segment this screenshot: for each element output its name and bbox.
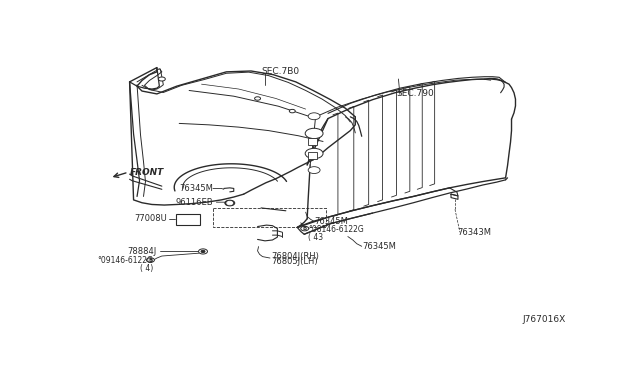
Circle shape: [301, 226, 308, 231]
Circle shape: [225, 200, 235, 206]
Text: ( 4): ( 4): [140, 264, 154, 273]
Text: SEC.790: SEC.790: [396, 89, 434, 99]
Text: 76345M: 76345M: [179, 184, 213, 193]
Circle shape: [158, 77, 165, 81]
Text: 76345M: 76345M: [314, 217, 348, 226]
Circle shape: [308, 167, 320, 173]
Text: °09146-6122G: °09146-6122G: [97, 256, 154, 265]
Text: B: B: [303, 226, 307, 231]
Text: ( 43: ( 43: [308, 232, 323, 242]
Circle shape: [201, 250, 205, 253]
Circle shape: [305, 128, 323, 139]
Bar: [308, 138, 317, 145]
Circle shape: [147, 258, 154, 262]
Bar: [176, 215, 200, 225]
Text: °08146-6122G: °08146-6122G: [308, 225, 364, 234]
Bar: [308, 152, 317, 159]
Text: 76804J(RH): 76804J(RH): [271, 251, 319, 260]
Text: 76343M: 76343M: [457, 228, 491, 237]
Text: 76805J(LH): 76805J(LH): [271, 257, 317, 266]
Circle shape: [308, 113, 320, 120]
Text: B: B: [148, 257, 152, 263]
Text: SEC.7B0: SEC.7B0: [261, 67, 299, 76]
Text: FRONT: FRONT: [129, 168, 164, 177]
Text: 78884J: 78884J: [127, 247, 157, 256]
Text: 77008U: 77008U: [134, 214, 167, 223]
Circle shape: [305, 148, 323, 158]
Text: 96116EB: 96116EB: [175, 198, 213, 207]
Text: 76345M: 76345M: [363, 242, 397, 251]
Circle shape: [227, 201, 233, 205]
Circle shape: [198, 249, 207, 254]
Circle shape: [289, 109, 295, 113]
Circle shape: [255, 97, 260, 100]
Text: J767016X: J767016X: [523, 315, 566, 324]
